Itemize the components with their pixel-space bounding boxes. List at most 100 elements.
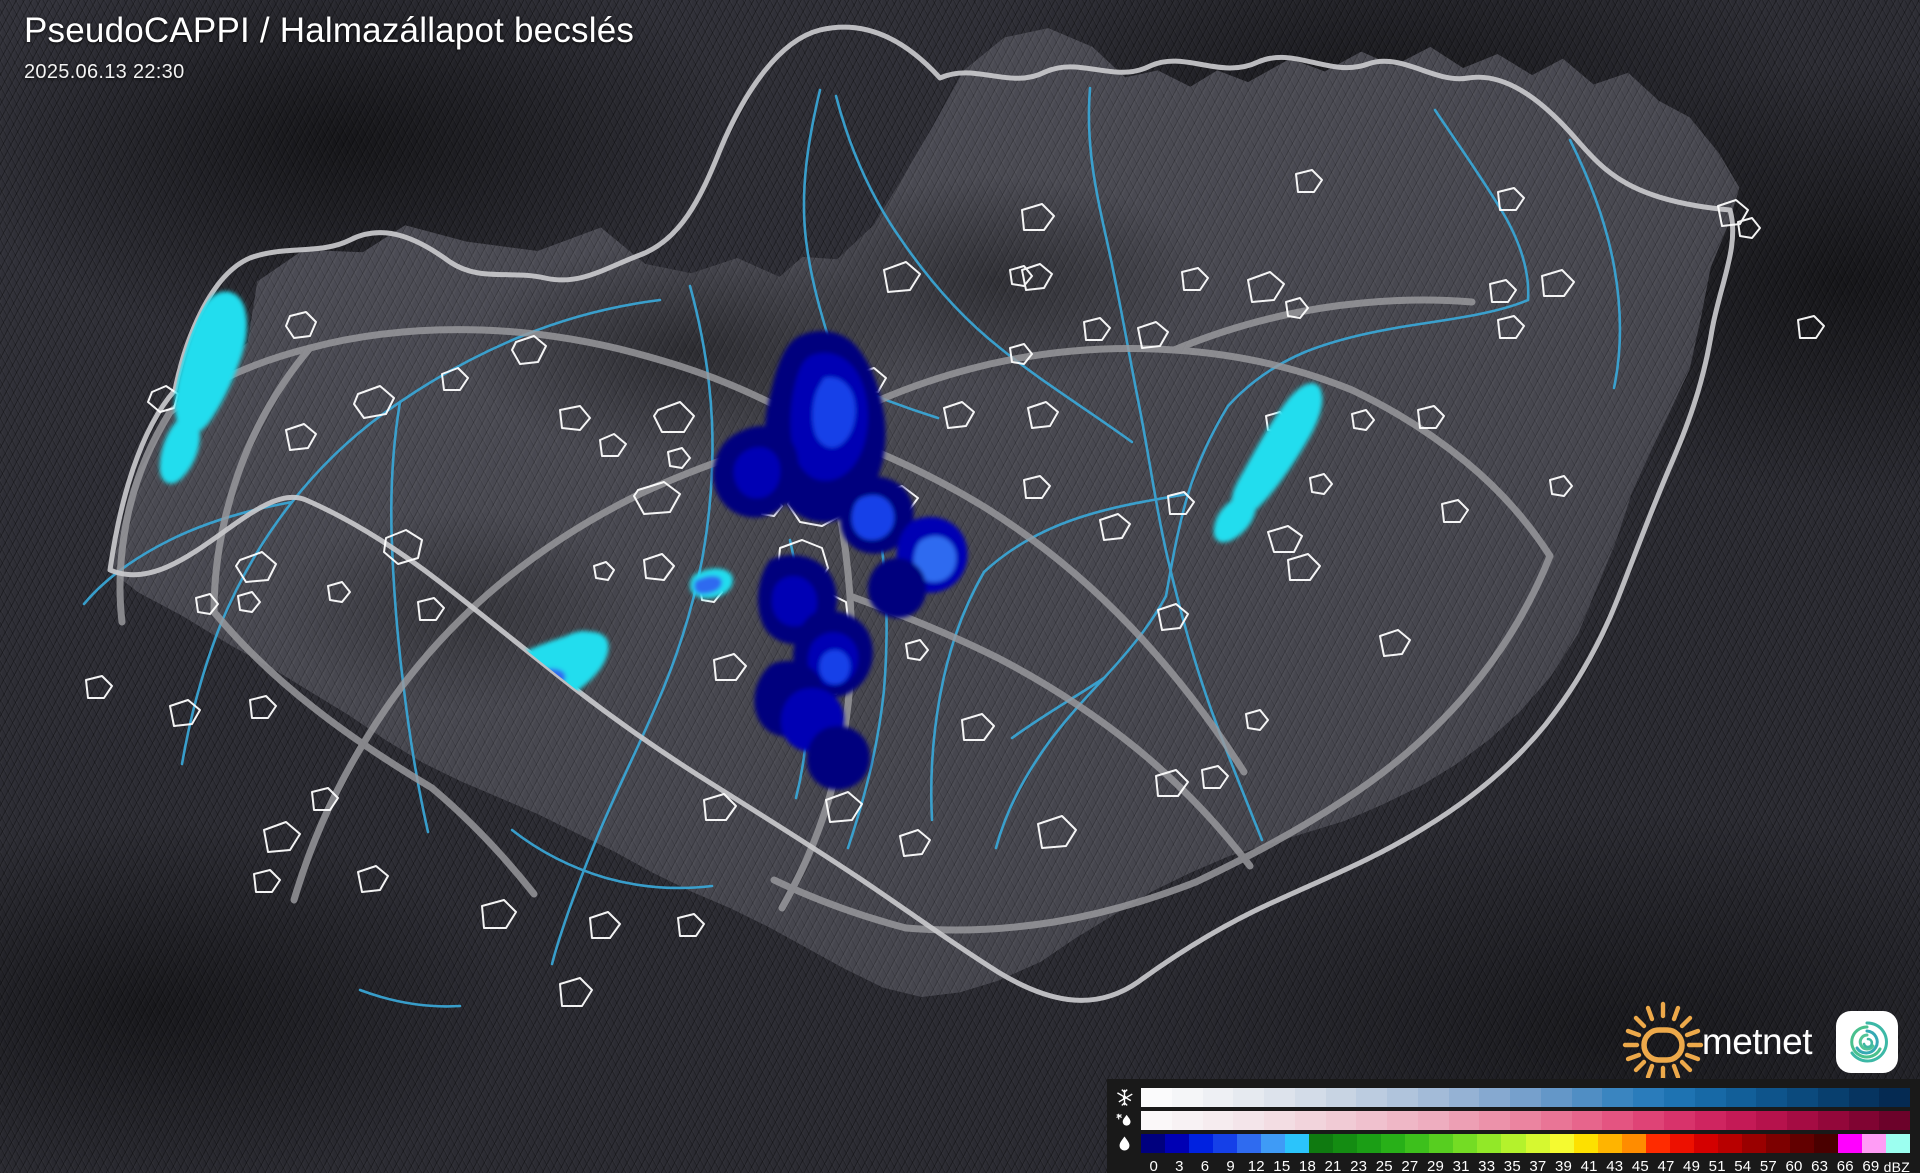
legend-swatch-15 (1602, 1088, 1634, 1107)
legend-swatch-0 (1141, 1088, 1172, 1107)
legend-bar-mixed[interactable] (1141, 1111, 1911, 1130)
legend-swatch-2 (1202, 1088, 1234, 1107)
legend-swatch-25 (1741, 1134, 1766, 1153)
legend-swatch-20 (1621, 1134, 1646, 1153)
legend-swatch-21 (1787, 1088, 1818, 1107)
legend-swatch-8 (1333, 1134, 1358, 1153)
legend-swatch-11 (1405, 1134, 1430, 1153)
radar-echo-layer (159, 291, 1323, 1001)
legend-swatch-13 (1540, 1088, 1572, 1107)
legend-tick-27: 27 (1401, 1158, 1419, 1173)
legend-swatch-17 (1549, 1134, 1574, 1153)
legend-swatch-22 (1817, 1111, 1849, 1130)
legend-tick-29: 29 (1426, 1158, 1445, 1173)
legend-swatch-14 (1571, 1111, 1603, 1130)
page-title: PseudoCAPPI / Halmazállapot becslés (24, 11, 635, 50)
legend-swatch-4 (1264, 1088, 1295, 1107)
legend-swatch-22 (1817, 1088, 1849, 1107)
legend-bar-rain[interactable] (1141, 1134, 1910, 1153)
legend-swatch-7 (1356, 1111, 1388, 1130)
legend-swatch-6 (1325, 1088, 1357, 1107)
legend-swatch-15 (1501, 1134, 1526, 1153)
legend-swatch-27 (1789, 1134, 1814, 1153)
legend-swatch-26 (1765, 1134, 1790, 1153)
legend-swatch-24 (1879, 1111, 1911, 1130)
legend-swatch-11 (1479, 1088, 1511, 1107)
legend-tick-51: 51 (1708, 1158, 1726, 1173)
legend-swatch-16 (1525, 1134, 1550, 1153)
legend-swatch-22 (1669, 1134, 1694, 1153)
legend-swatch-29 (1837, 1134, 1862, 1153)
legend-tick-0: 0 (1149, 1158, 1159, 1173)
header-block: PseudoCAPPI / Halmazállapot becslés 2025… (24, 11, 635, 84)
legend-swatch-14 (1571, 1088, 1603, 1107)
legend-tick-23: 23 (1350, 1158, 1368, 1173)
legend-swatch-0 (1141, 1111, 1172, 1130)
legend-swatch-28 (1813, 1134, 1838, 1153)
legend-swatch-5 (1261, 1134, 1286, 1153)
legend-swatch-3 (1233, 1111, 1265, 1130)
legend-swatch-9 (1417, 1111, 1449, 1130)
legend-tick-39: 39 (1555, 1158, 1573, 1173)
legend-swatch-1 (1171, 1088, 1203, 1107)
legend-tick-66: 66 (1836, 1158, 1854, 1173)
legend-tick-47: 47 (1657, 1158, 1675, 1173)
legend-tick-69: 69 (1862, 1158, 1880, 1173)
legend-tick-37: 37 (1529, 1158, 1547, 1173)
legend-swatch-5 (1294, 1111, 1326, 1130)
legend-tick-57: 57 (1759, 1158, 1777, 1173)
legend-row-mixed (1107, 1111, 1920, 1130)
legend-swatch-1 (1165, 1134, 1190, 1153)
legend-bar-snow[interactable] (1141, 1088, 1911, 1107)
legend-swatch-5 (1294, 1088, 1326, 1107)
legend-swatch-24 (1717, 1134, 1742, 1153)
white-outline-polygons (85, 169, 1825, 1007)
legend-swatch-16 (1633, 1088, 1665, 1107)
legend-tick-63: 63 (1811, 1158, 1829, 1173)
country-border (107, 24, 1736, 1003)
legend-swatch-23 (1693, 1134, 1718, 1153)
legend-swatch-9 (1417, 1088, 1449, 1107)
legend-swatch-4 (1237, 1134, 1262, 1153)
legend-swatch-21 (1787, 1111, 1818, 1130)
legend-swatch-16 (1633, 1111, 1665, 1130)
legend-swatch-13 (1540, 1111, 1572, 1130)
motorway-lines (116, 296, 1554, 934)
colorbar-legend[interactable]: 0 3 6 9 12 15 18 21 23 25 27 29 31 33 35 37 39 41 43 45 47 49… (1107, 1079, 1920, 1173)
echo-west-border (159, 291, 247, 484)
legend-swatch-7 (1309, 1134, 1334, 1153)
legend-tick-18: 18 (1298, 1158, 1316, 1173)
sleet-icon (1107, 1111, 1141, 1130)
brand-logo[interactable]: metnet (1620, 1000, 1898, 1083)
legend-swatch-12 (1429, 1134, 1454, 1153)
legend-swatch-19 (1597, 1134, 1622, 1153)
legend-tick-31: 31 (1452, 1158, 1470, 1173)
legend-tick-41: 41 (1580, 1158, 1598, 1173)
metnet-spiral-app-icon[interactable] (1836, 1010, 1898, 1073)
timestamp-label: 2025.06.13 22:30 (24, 60, 185, 83)
echo-budapest (577, 331, 968, 1001)
legend-swatch-6 (1285, 1134, 1310, 1153)
legend-swatch-8 (1387, 1111, 1418, 1130)
legend-swatch-4 (1264, 1111, 1295, 1130)
legend-swatch-18 (1694, 1088, 1726, 1107)
legend-swatch-2 (1189, 1134, 1214, 1153)
legend-tick-54: 54 (1734, 1158, 1752, 1173)
legend-tick-60: 60 (1785, 1158, 1803, 1173)
legend-swatch-12 (1510, 1111, 1541, 1130)
legend-row-snow (1107, 1088, 1920, 1107)
legend-swatch-18 (1694, 1111, 1726, 1130)
legend-swatch-10 (1448, 1088, 1480, 1107)
echo-small-south (690, 568, 733, 599)
legend-swatch-30 (1861, 1134, 1886, 1153)
sun-icon (1620, 1000, 1706, 1083)
legend-swatch-24 (1879, 1088, 1911, 1107)
legend-swatch-23 (1848, 1088, 1880, 1107)
snowflake-icon (1107, 1088, 1141, 1107)
legend-swatch-9 (1357, 1134, 1382, 1153)
legend-swatch-10 (1448, 1111, 1480, 1130)
legend-swatch-19 (1725, 1088, 1757, 1107)
legend-tick-15: 15 (1273, 1158, 1291, 1173)
legend-swatch-12 (1510, 1088, 1541, 1107)
